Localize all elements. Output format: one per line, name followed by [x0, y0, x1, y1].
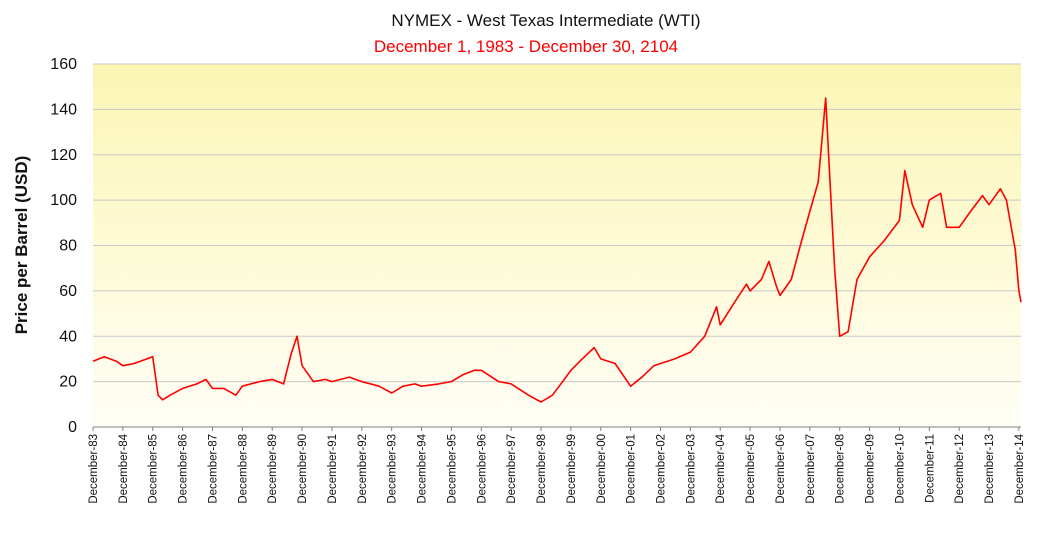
y-tick-label: 160 [50, 56, 77, 73]
y-tick-label: 60 [59, 283, 77, 300]
x-tick-label: December-90 [297, 434, 309, 504]
x-axis-ticks: December-83 December-84 December-85 Decembe… [88, 427, 1026, 504]
x-tick-label: December-08 [835, 434, 847, 504]
y-axis-label: Price per Barrel (USD) [12, 156, 31, 335]
x-tick-label: December-83 [88, 434, 100, 504]
x-tick-label: December-84 [118, 433, 130, 503]
x-tick-label: December-99 [566, 434, 578, 504]
x-tick-label: December-02 [655, 434, 667, 504]
x-tick-label: December-04 [715, 433, 727, 503]
x-tick-label: December-89 [267, 434, 279, 504]
x-tick-label: December-92 [357, 434, 369, 504]
x-tick-label: December-13 [984, 434, 996, 504]
y-tick-label: 100 [50, 192, 77, 209]
chart-title: NYMEX - West Texas Intermediate (WTI) [391, 11, 700, 30]
x-tick-label: December-87 [207, 434, 219, 504]
x-tick-label: December-86 [178, 434, 190, 504]
x-tick-label: December-85 [148, 434, 160, 504]
x-tick-label: December-95 [446, 434, 458, 504]
y-tick-label: 120 [50, 147, 77, 164]
x-tick-label: December-91 [327, 434, 339, 504]
gridlines [93, 63, 1021, 383]
x-tick-label: December-01 [626, 434, 638, 504]
x-tick-label: December-12 [954, 434, 966, 504]
x-tick-label: December-09 [865, 434, 877, 504]
y-tick-label: 40 [59, 328, 77, 345]
x-tick-label: December-11 [924, 434, 936, 503]
y-tick-label: 140 [50, 101, 77, 118]
x-tick-label: December-88 [237, 434, 249, 504]
x-tick-label: December-00 [596, 434, 608, 504]
x-tick-label: December-98 [536, 434, 548, 504]
x-tick-label: December-94 [417, 433, 429, 503]
y-axis-ticks: 0 20 40 60 80 100 120 140 160 [50, 56, 77, 436]
x-tick-label: December-96 [476, 434, 488, 504]
series-line-wti [92, 97, 1022, 403]
series-layer [92, 97, 1022, 403]
x-tick-label: December-14 [1014, 433, 1026, 503]
x-tick-label: December-97 [506, 434, 518, 504]
y-tick-label: 0 [68, 419, 77, 436]
x-tick-label: December-06 [775, 434, 787, 504]
chart-subtitle: December 1, 1983 - December 30, 2104 [374, 37, 678, 56]
x-tick-label: December-07 [805, 434, 817, 504]
x-tick-label: December-05 [745, 434, 757, 504]
x-tick-label: December-93 [387, 434, 399, 504]
x-tick-label: December-03 [685, 434, 697, 504]
x-tick-label: December-10 [894, 434, 906, 504]
y-tick-label: 20 [59, 374, 77, 391]
y-tick-label: 80 [59, 238, 77, 255]
